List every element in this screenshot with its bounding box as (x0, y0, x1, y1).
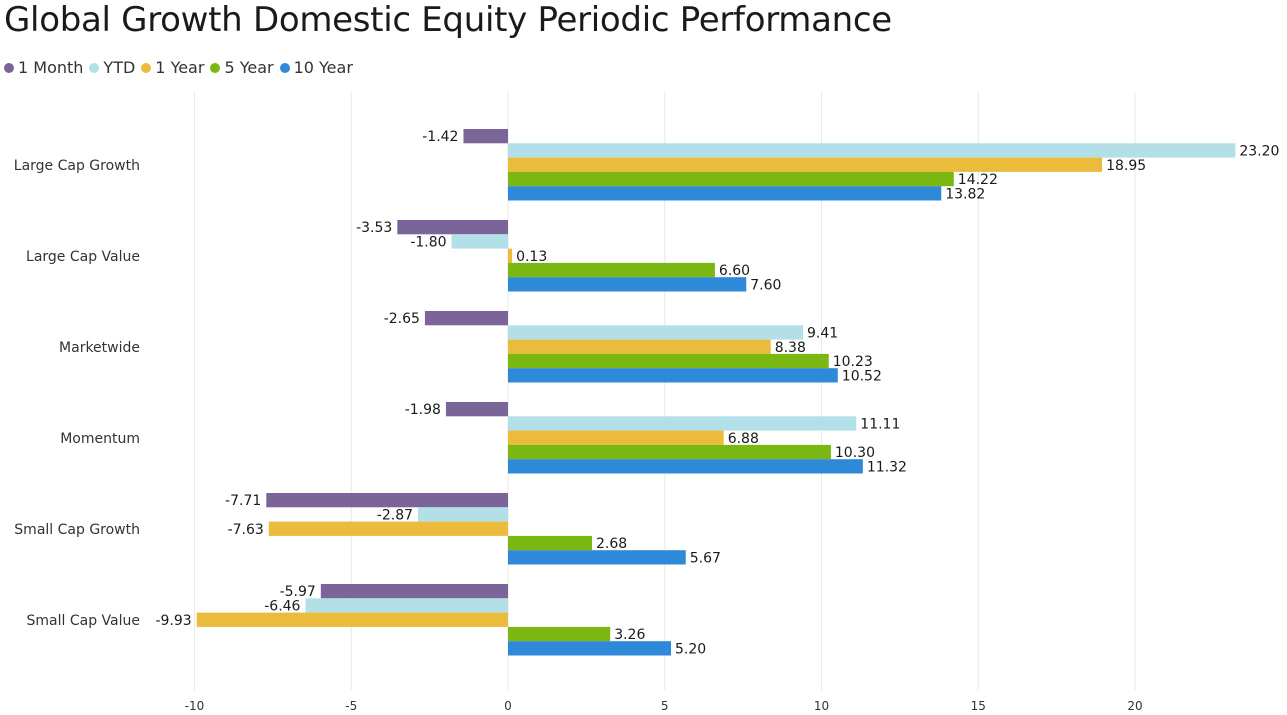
legend-item-10-year[interactable]: 10 Year (279, 58, 353, 77)
data-label-momentum-ytd: 11.11 (860, 416, 900, 432)
data-label-small-cap-value-10-year: 5.20 (675, 641, 706, 657)
legend-item-5-year[interactable]: 5 Year (210, 58, 274, 77)
x-tick-label: 15 (971, 699, 986, 713)
bar-small-cap-value-1-year[interactable] (196, 612, 508, 627)
x-tick-label: 5 (661, 699, 669, 713)
data-label-momentum-10-year: 11.32 (867, 459, 907, 475)
x-tick-label: 10 (814, 699, 829, 713)
chart-legend[interactable]: 1 Month YTD 1 Year 5 Year 10 Year (4, 58, 359, 77)
bar-large-cap-growth-1-year[interactable] (508, 157, 1103, 172)
bar-small-cap-growth-1-month[interactable] (266, 493, 508, 508)
data-label-small-cap-value-ytd: -6.46 (264, 598, 300, 614)
bar-large-cap-growth-10-year[interactable] (508, 186, 942, 201)
data-label-large-cap-value-5-year: 6.60 (719, 263, 750, 279)
bar-large-cap-value-ytd[interactable] (451, 234, 508, 249)
data-label-marketwide-ytd: 9.41 (807, 325, 838, 341)
legend-label: 10 Year (293, 58, 353, 77)
legend-label: 1 Year (155, 58, 205, 77)
bar-small-cap-value-ytd[interactable] (305, 598, 508, 613)
data-label-large-cap-growth-ytd: 23.20 (1239, 143, 1279, 159)
bar-large-cap-value-1-month[interactable] (397, 220, 508, 235)
bar-small-cap-value-5-year[interactable] (508, 626, 611, 642)
category-label-small-cap-growth: Small Cap Growth (14, 522, 140, 538)
bar-large-cap-growth-ytd[interactable] (508, 143, 1236, 158)
data-label-momentum-1-year: 6.88 (728, 431, 759, 447)
chart-title: Global Growth Domestic Equity Periodic P… (4, 0, 892, 40)
bar-small-cap-growth-1-year[interactable] (268, 521, 508, 536)
bar-large-cap-growth-5-year[interactable] (508, 171, 954, 187)
data-label-small-cap-value-1-year: -9.93 (155, 613, 191, 629)
data-label-large-cap-value-1-month: -3.53 (356, 220, 392, 236)
bar-small-cap-value-1-month[interactable] (320, 584, 508, 599)
legend-marker (279, 62, 290, 73)
bar-large-cap-value-10-year[interactable] (508, 277, 747, 292)
bar-small-cap-growth-10-year[interactable] (508, 550, 686, 565)
legend-marker (210, 62, 221, 73)
data-label-marketwide-1-month: -2.65 (384, 311, 420, 327)
data-label-large-cap-value-10-year: 7.60 (750, 277, 781, 293)
x-tick-label: 20 (1127, 699, 1142, 713)
category-label-marketwide: Marketwide (59, 340, 140, 356)
bar-marketwide-5-year[interactable] (508, 353, 829, 369)
category-label-momentum: Momentum (60, 431, 140, 447)
legend-item-1-month[interactable]: 1 Month (4, 58, 83, 77)
data-label-small-cap-growth-1-month: -7.71 (225, 493, 261, 509)
data-label-small-cap-growth-10-year: 5.67 (690, 550, 721, 566)
data-label-large-cap-growth-1-year: 18.95 (1106, 158, 1146, 174)
data-label-small-cap-value-5-year: 3.26 (614, 627, 645, 643)
data-label-small-cap-growth-5-year: 2.68 (596, 536, 627, 552)
labels: -10 -5 0 5 10 15 20 Large Cap Growth -1.42 23.20 1… (14, 129, 1280, 713)
category-label-large-cap-growth: Large Cap Growth (14, 158, 140, 174)
bars (196, 129, 1236, 656)
bar-small-cap-growth-ytd[interactable] (418, 507, 508, 522)
data-label-large-cap-growth-10-year: 13.82 (945, 186, 985, 202)
legend-label: 5 Year (224, 58, 274, 77)
legend-marker (141, 62, 152, 73)
bar-momentum-ytd[interactable] (508, 416, 857, 431)
bar-momentum-1-year[interactable] (508, 430, 724, 445)
data-label-marketwide-10-year: 10.52 (842, 368, 882, 384)
x-tick-label: -10 (185, 699, 205, 713)
bar-marketwide-ytd[interactable] (508, 325, 804, 340)
data-label-large-cap-value-1-year: 0.13 (516, 249, 547, 265)
x-tick-label: -5 (345, 699, 357, 713)
legend-marker (89, 62, 100, 73)
category-label-small-cap-value: Small Cap Value (27, 613, 140, 629)
data-label-large-cap-growth-5-year: 14.22 (958, 172, 998, 188)
category-label-large-cap-value: Large Cap Value (26, 249, 140, 265)
bar-momentum-5-year[interactable] (508, 444, 831, 460)
bar-large-cap-value-1-year[interactable] (508, 248, 513, 263)
bar-small-cap-value-10-year[interactable] (508, 641, 672, 656)
data-label-marketwide-5-year: 10.23 (833, 354, 873, 370)
data-label-momentum-5-year: 10.30 (835, 445, 875, 461)
legend-item-1-year[interactable]: 1 Year (141, 58, 204, 77)
bar-large-cap-growth-1-month[interactable] (463, 129, 508, 144)
bar-marketwide-1-month[interactable] (424, 311, 508, 326)
legend-label: 1 Month (18, 58, 84, 77)
legend-marker (4, 62, 14, 73)
bar-marketwide-1-year[interactable] (508, 339, 771, 354)
legend-item-ytd[interactable]: YTD (89, 58, 135, 77)
bar-momentum-1-month[interactable] (445, 402, 508, 417)
data-label-large-cap-value-ytd: -1.80 (410, 234, 446, 250)
legend-label: YTD (103, 58, 136, 77)
bar-small-cap-growth-5-year[interactable] (508, 535, 593, 551)
data-label-large-cap-growth-1-month: -1.42 (422, 129, 458, 145)
data-label-marketwide-1-year: 8.38 (775, 340, 806, 356)
data-label-small-cap-growth-1-year: -7.63 (228, 522, 264, 538)
bar-large-cap-value-5-year[interactable] (508, 262, 715, 278)
bar-momentum-10-year[interactable] (508, 459, 863, 474)
data-label-small-cap-growth-ytd: -2.87 (377, 507, 413, 523)
x-tick-label: 0 (504, 699, 512, 713)
data-label-small-cap-value-1-month: -5.97 (280, 584, 316, 600)
data-label-momentum-1-month: -1.98 (405, 402, 441, 418)
bar-marketwide-10-year[interactable] (508, 368, 838, 383)
